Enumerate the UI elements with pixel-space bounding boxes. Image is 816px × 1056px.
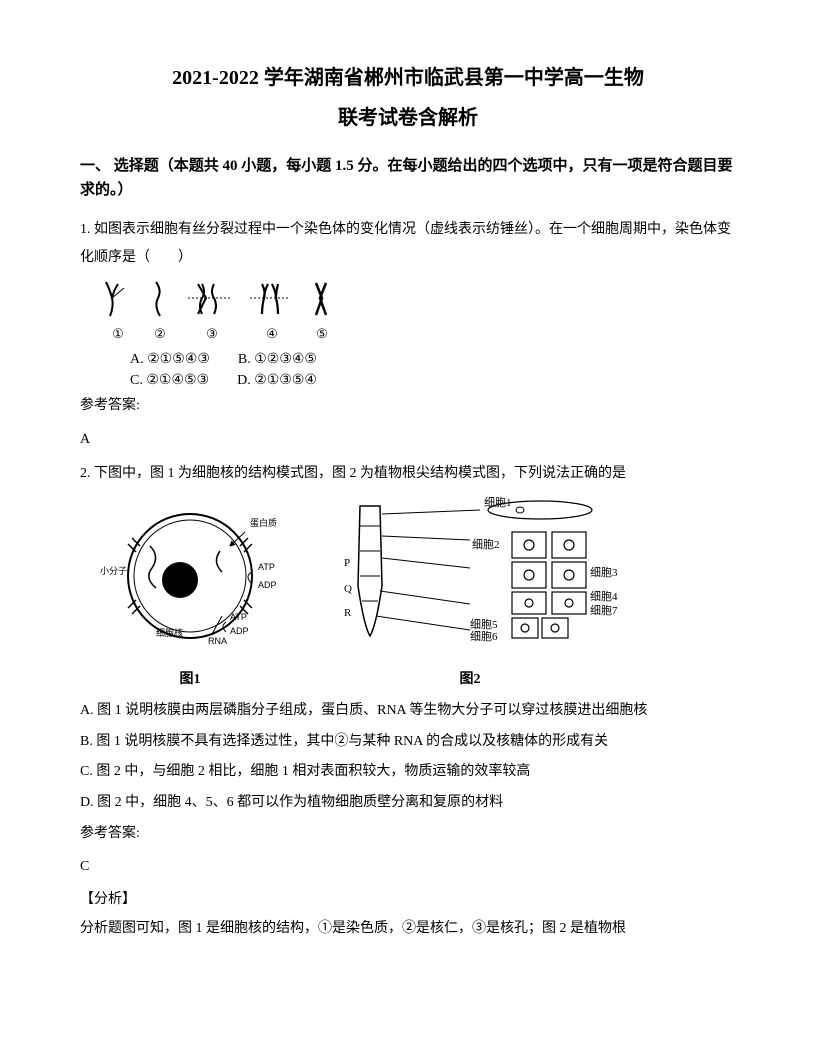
fig2-cell6-label: 细胞6 <box>470 630 498 643</box>
q2-opt-c: C. 图 2 中，与细胞 2 相比，细胞 1 相对表面积较大，物质运输的效率较高 <box>80 759 736 786</box>
q1-opt-c: C. ②①④⑤③ <box>130 370 209 391</box>
figure-2-caption: 图2 <box>320 667 620 692</box>
fig2-cell4-label: 细胞4 <box>590 590 618 603</box>
chromosome-labels: ① ② ③ ④ ⑤ <box>106 322 736 345</box>
section-1-heading: 一、 选择题（本题共 40 小题，每小题 1.5 分。在每小题给出的四个选项中，… <box>80 154 736 202</box>
fig1-label-protein: 蛋白质 <box>250 517 277 528</box>
figure-2-block: P Q R 细胞1 细胞2 细 <box>320 496 620 692</box>
q1-stem: 1. 如图表示细胞有丝分裂过程中一个染色体的变化情况（虚线表示纺锤丝）。在一个细… <box>80 216 736 272</box>
chromosome-4-icon <box>250 278 290 320</box>
svg-text:ATP: ATP <box>258 562 275 572</box>
q1-answer-value: A <box>80 427 736 452</box>
label-4: ④ <box>252 322 292 345</box>
fig2-cell2-label: 细胞2 <box>472 538 500 551</box>
chromosome-1-icon <box>100 278 130 320</box>
fig1-label-nuc: 细胞核 <box>156 627 183 638</box>
fig2-cell7-label: 细胞7 <box>590 604 618 617</box>
chromosome-row <box>100 278 736 320</box>
q1-diagram: ① ② ③ ④ ⑤ A. ②①⑤④③ B. ①②③④⑤ C. ②①④⑤③ D. … <box>100 278 736 391</box>
label-5: ⑤ <box>310 322 334 345</box>
q1-options: A. ②①⑤④③ B. ①②③④⑤ C. ②①④⑤③ D. ②①③⑤④ <box>130 349 736 391</box>
fig1-label-small: 小分子 <box>100 566 127 576</box>
q1-opt-a: A. ②①⑤④③ <box>130 349 210 370</box>
chromosome-5-icon <box>308 278 334 320</box>
chromosome-3-icon <box>188 278 232 320</box>
q2-opt-a: A. 图 1 说明核膜由两层磷脂分子组成，蛋白质、RNA 等生物大分子可以穿过核… <box>80 698 736 725</box>
label-3: ③ <box>190 322 234 345</box>
fig2-cell5-label: 细胞5 <box>470 618 498 631</box>
root-tip-diagram-icon: P Q R 细胞1 细胞2 细 <box>320 496 620 656</box>
figure-1-caption: 图1 <box>80 667 300 692</box>
q2-answer-label: 参考答案: <box>80 821 736 846</box>
q2-opt-d: D. 图 2 中，细胞 4、5、6 都可以作为植物细胞质壁分离和复原的材料 <box>80 790 736 817</box>
q2-opt-b: B. 图 1 说明核膜不具有选择透过性，其中②与某种 RNA 的合成以及核糖体的… <box>80 729 736 756</box>
q2-answer-value: C <box>80 854 736 879</box>
svg-text:ADP: ADP <box>230 626 249 636</box>
q2-diagram: 蛋白质 小分子 细胞核 RNA ATP ADP ATP ADP 图1 <box>80 496 736 692</box>
doc-title-line1: 2021-2022 学年湖南省郴州市临武县第一中学高一生物 <box>80 60 736 96</box>
svg-text:Q: Q <box>344 583 352 595</box>
fig1-label-rna: RNA <box>208 636 227 646</box>
q1-opt-b: B. ①②③④⑤ <box>238 349 317 370</box>
q2-analysis-body: 分析题图可知，图 1 是细胞核的结构，①是染色质，②是核仁，③是核孔；图 2 是… <box>80 916 736 943</box>
svg-text:P: P <box>344 557 350 569</box>
svg-text:R: R <box>344 607 352 619</box>
label-2: ② <box>148 322 172 345</box>
svg-text:ADP: ADP <box>258 580 277 590</box>
q1-opt-d: D. ②①③⑤④ <box>237 370 317 391</box>
label-1: ① <box>106 322 130 345</box>
doc-title-line2: 联考试卷含解析 <box>80 100 736 136</box>
nucleus-diagram-icon: 蛋白质 小分子 细胞核 RNA ATP ADP ATP ADP <box>80 496 300 656</box>
q1-answer-label: 参考答案: <box>80 393 736 418</box>
fig2-cell1-label: 细胞1 <box>484 496 512 509</box>
figure-1-block: 蛋白质 小分子 细胞核 RNA ATP ADP ATP ADP 图1 <box>80 496 300 692</box>
fig2-cell3-label: 细胞3 <box>590 566 618 579</box>
chromosome-2-icon <box>148 278 170 320</box>
q2-analysis-head: 【分析】 <box>80 887 736 912</box>
q2-stem: 2. 下图中，图 1 为细胞核的结构模式图，图 2 为植物根尖结构模式图，下列说… <box>80 460 736 488</box>
svg-text:ATP: ATP <box>230 612 247 622</box>
